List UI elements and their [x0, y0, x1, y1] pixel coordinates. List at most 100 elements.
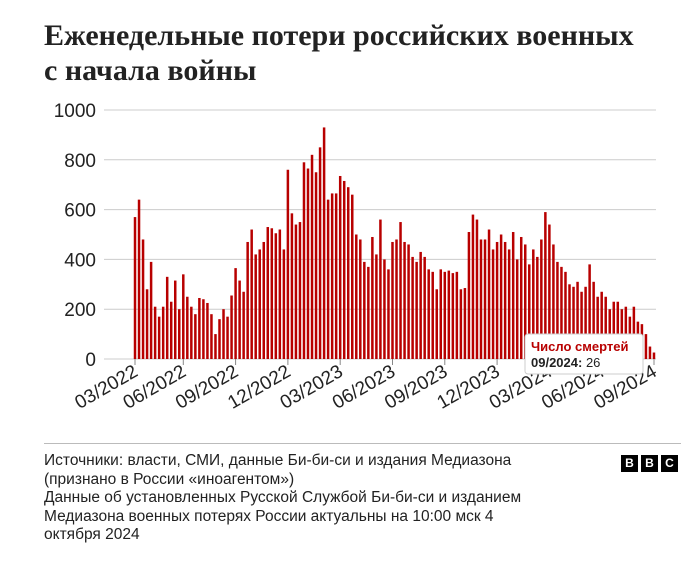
bar: [572, 286, 575, 359]
bbc-logo: B B C: [621, 455, 678, 472]
bar: [371, 236, 374, 359]
bar: [580, 291, 583, 359]
bar: [511, 232, 515, 359]
bar: [395, 239, 398, 359]
bar: [165, 276, 169, 359]
bar: [202, 299, 205, 359]
bar: [254, 254, 257, 359]
bar: [475, 219, 479, 359]
bar: [479, 239, 483, 359]
bar: [588, 264, 591, 359]
bar: [222, 309, 225, 359]
title-line-1: Еженедельные потери российских военных: [44, 19, 634, 52]
bar: [314, 172, 318, 359]
bar: [133, 217, 137, 359]
bar: [306, 168, 310, 359]
bar: [310, 154, 314, 359]
bar: [399, 222, 402, 359]
sources-line: (признано в России «иноагентом»): [44, 470, 295, 488]
bar: [463, 288, 467, 359]
bar: [137, 199, 141, 359]
bar: [206, 302, 209, 359]
bar: [383, 259, 386, 359]
bar: [427, 269, 430, 359]
bar: [238, 280, 241, 359]
bar: [326, 199, 330, 359]
y-tick-label: 400: [64, 250, 96, 271]
bbc-logo-letter: C: [661, 455, 678, 472]
bar: [214, 334, 217, 359]
tooltip-title: Число смертей: [531, 339, 628, 354]
bar: [632, 306, 636, 359]
bar: [435, 289, 438, 359]
bar: [334, 193, 338, 359]
bar: [230, 295, 233, 359]
bar: [495, 241, 499, 359]
bar: [415, 261, 418, 359]
sources-line: Медиазона военных потерях России актуаль…: [44, 507, 494, 525]
bar: [455, 271, 459, 359]
bar: [278, 229, 282, 359]
bar: [431, 271, 434, 359]
bar: [439, 269, 443, 359]
chart-title: Еженедельные потери российских военных с…: [44, 18, 684, 88]
bar: [194, 314, 197, 359]
bar: [178, 309, 181, 359]
sources-note: Источники: власти, СМИ, данные Би-би-си …: [44, 452, 584, 545]
footer-divider: [44, 443, 681, 444]
bar: [443, 271, 447, 359]
bar: [190, 306, 193, 359]
bar: [346, 187, 350, 359]
bar: [540, 239, 543, 359]
bar: [363, 261, 366, 359]
bar: [234, 268, 237, 359]
bar: [141, 239, 145, 359]
bar: [423, 256, 426, 359]
bbc-logo-letter: B: [621, 455, 638, 472]
bar: [616, 301, 620, 359]
bbc-logo-letter: B: [641, 455, 658, 472]
bar: [226, 316, 229, 359]
bar: [218, 319, 221, 359]
bar: [250, 229, 253, 359]
bar: [298, 222, 302, 359]
bar: [302, 162, 306, 359]
bar: [379, 219, 382, 359]
bar: [282, 249, 286, 359]
bar: [182, 274, 185, 359]
bar: [286, 169, 290, 359]
tooltip-box: [524, 333, 644, 375]
bar: [330, 193, 334, 359]
bar: [483, 239, 487, 359]
bar: [359, 239, 362, 359]
bar: [186, 296, 189, 359]
bar: [351, 194, 354, 359]
bar: [471, 214, 475, 359]
bar: [145, 289, 149, 359]
bar: [407, 244, 410, 359]
y-tick-label: 200: [64, 300, 96, 321]
bar: [447, 270, 451, 359]
bar: [596, 296, 599, 359]
bar: [318, 147, 322, 359]
title-line-2: с начала войны: [44, 54, 257, 87]
bar: [600, 291, 603, 359]
bar: [242, 291, 245, 359]
bar: [568, 284, 571, 359]
bar: [467, 232, 471, 359]
y-tick-label: 800: [64, 151, 96, 172]
bar: [246, 241, 249, 359]
bar: [552, 244, 555, 359]
bar: [507, 249, 511, 359]
y-axis-ticks: 0 200 400 600 800 1000: [54, 101, 96, 371]
bar: [459, 289, 463, 359]
bar: [451, 273, 455, 359]
bar: [499, 234, 503, 359]
y-tick-label: 1000: [54, 101, 96, 122]
bar: [544, 212, 547, 359]
bar: [322, 127, 326, 360]
bar: [210, 314, 213, 359]
y-tick-label: 0: [85, 350, 96, 371]
